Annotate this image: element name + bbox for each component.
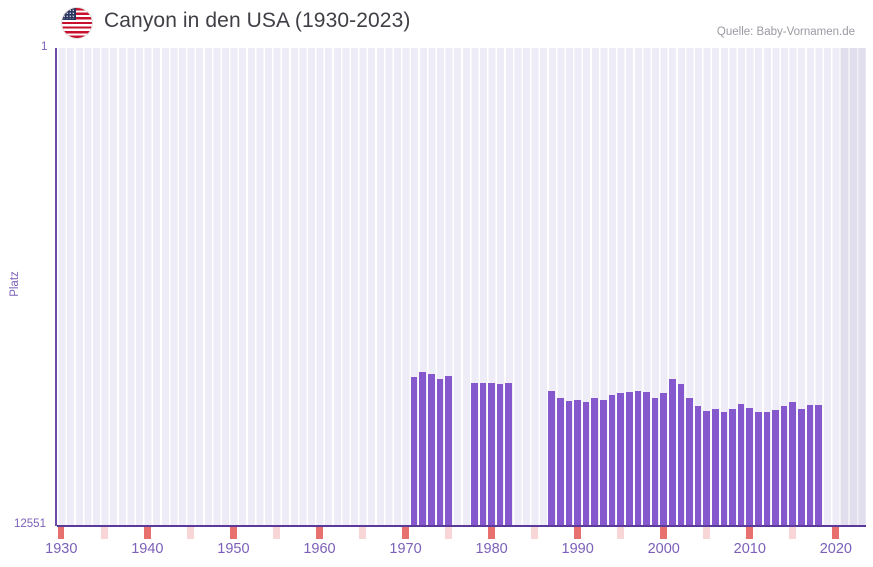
bar [668, 379, 676, 526]
y-axis-title: Platz [9, 271, 21, 297]
bar [694, 406, 702, 526]
chart-header: Canyon in den USA (1930-2023) Quelle: Ba… [0, 0, 873, 46]
x-tick-major [746, 527, 753, 539]
x-tick-major [660, 527, 667, 539]
x-tick-minor [617, 527, 624, 539]
bar [436, 378, 444, 526]
x-tick-minor [445, 527, 452, 539]
bar [427, 374, 435, 526]
bar [677, 384, 685, 526]
x-axis-label: 1940 [131, 541, 164, 557]
bar [565, 401, 573, 526]
bar [798, 409, 805, 526]
x-tick-major [402, 527, 409, 539]
bar [755, 412, 762, 526]
x-tick-minor [359, 527, 366, 539]
bar [625, 392, 633, 526]
x-tick-major [230, 527, 237, 539]
x-axis-label: 1970 [389, 541, 422, 557]
source-label: Quelle: Baby-Vornamen.de [716, 26, 855, 38]
bar [737, 404, 745, 526]
future-shaded-region [840, 48, 866, 526]
bar [471, 383, 478, 526]
bar [548, 391, 556, 526]
bar [746, 407, 753, 526]
bar [488, 382, 495, 526]
y-axis-top-label: 1 [41, 41, 48, 53]
x-tick-major [316, 527, 323, 539]
x-axis-label: 1990 [561, 541, 594, 557]
bar [557, 398, 564, 526]
x-tick-minor [531, 527, 538, 539]
x-axis-line [57, 525, 866, 527]
page-title: Canyon in den USA (1930-2023) [104, 9, 411, 32]
x-tick-minor [100, 527, 108, 539]
x-tick-minor [703, 527, 710, 539]
bar [505, 383, 513, 526]
x-tick-major [574, 527, 581, 539]
x-tick-major [488, 527, 495, 539]
bar [686, 398, 693, 526]
bar [643, 392, 650, 526]
bar [720, 411, 728, 526]
bar [772, 410, 779, 526]
bar [780, 406, 788, 526]
bar [582, 402, 590, 526]
x-tick-minor [273, 527, 280, 539]
bar [763, 411, 771, 526]
bar [634, 390, 642, 526]
x-axis-label: 1960 [303, 541, 336, 557]
us-flag-icon [62, 8, 92, 38]
bar [600, 400, 607, 526]
bar [651, 397, 659, 526]
plot-area [57, 48, 866, 526]
bar [729, 409, 736, 526]
bar [479, 382, 487, 526]
x-axis-label: 1930 [45, 541, 78, 557]
x-axis-label: 2020 [819, 541, 853, 557]
bar [815, 404, 822, 526]
bar [806, 405, 814, 526]
bar [574, 399, 581, 526]
flag-canton [62, 8, 76, 20]
y-axis-line [55, 48, 57, 526]
x-axis-label: 2000 [647, 541, 680, 557]
x-axis-label: 2010 [733, 541, 766, 557]
bar [711, 409, 719, 526]
x-tick-major [57, 527, 65, 539]
bar [703, 410, 710, 526]
bar [789, 401, 797, 526]
x-axis-label: 1980 [475, 541, 508, 557]
bar [660, 392, 667, 526]
bar [410, 376, 418, 526]
bar [591, 397, 599, 526]
x-tick-major [143, 527, 151, 539]
bar [617, 393, 624, 526]
x-axis-label: 1950 [217, 541, 250, 557]
x-tick-minor [789, 527, 797, 539]
bar [445, 376, 452, 526]
y-axis-bottom-label: 12551 [14, 518, 46, 530]
bar [496, 383, 504, 526]
x-tick-minor [186, 527, 194, 539]
bar [608, 394, 616, 526]
x-tick-major [832, 527, 840, 539]
bar [419, 372, 426, 526]
